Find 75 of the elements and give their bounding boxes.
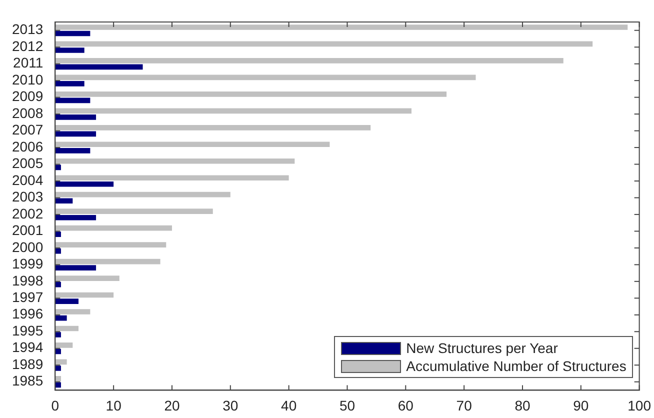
x-tick-label: 20 xyxy=(164,397,180,414)
bar xyxy=(55,366,61,371)
bar xyxy=(55,198,73,204)
y-tick-label: 2002 xyxy=(12,205,44,222)
bar xyxy=(55,41,593,47)
y-tick-label: 1998 xyxy=(12,272,44,288)
y-tick-label: 2004 xyxy=(12,172,44,188)
bar xyxy=(55,142,330,148)
x-tick-label: 60 xyxy=(398,397,414,414)
y-tick-label: 2007 xyxy=(12,122,44,138)
bar xyxy=(55,265,96,270)
y-tick-label: 2012 xyxy=(12,38,44,54)
bar xyxy=(55,309,90,314)
y-tick-label: 2006 xyxy=(12,138,44,154)
y-tick-label: 2003 xyxy=(12,188,44,205)
bar xyxy=(55,58,564,64)
y-tick-label: 2008 xyxy=(12,104,44,121)
bar xyxy=(55,131,96,137)
bar xyxy=(55,242,166,248)
legend-label: Accumulative Number of Structures xyxy=(406,357,626,376)
y-tick-label: 2011 xyxy=(13,54,44,71)
bar xyxy=(55,108,412,114)
bar xyxy=(55,181,114,187)
bar xyxy=(55,175,289,181)
x-tick-label: 100 xyxy=(628,397,652,414)
y-tick-label: 2013 xyxy=(12,21,44,38)
bar xyxy=(55,81,84,86)
bar xyxy=(55,30,90,36)
bar xyxy=(55,214,96,220)
x-tick-label: 90 xyxy=(573,397,589,414)
bar xyxy=(55,332,61,338)
y-tick-label: 1999 xyxy=(12,256,44,272)
y-tick-label: 2010 xyxy=(12,71,44,88)
x-tick-label: 70 xyxy=(456,397,472,414)
y-tick-label: 1997 xyxy=(12,289,44,306)
y-tick-label: 1996 xyxy=(12,306,44,322)
bar xyxy=(55,74,476,80)
bar xyxy=(55,232,61,238)
bar xyxy=(55,292,114,298)
x-tick-label: 40 xyxy=(281,397,297,414)
y-tick-label: 2009 xyxy=(12,88,44,104)
bar xyxy=(55,298,79,304)
bar xyxy=(55,192,230,198)
bar xyxy=(55,359,67,365)
y-tick-label: 1995 xyxy=(12,322,44,338)
bar xyxy=(55,164,61,170)
bar xyxy=(55,315,67,321)
y-tick-label: 2000 xyxy=(12,238,44,255)
x-tick-label: 50 xyxy=(339,397,356,414)
y-tick-label: 2001 xyxy=(12,222,44,238)
legend-label: New Structures per Year xyxy=(406,339,558,358)
bar xyxy=(55,24,628,30)
bar xyxy=(55,342,73,348)
y-tick-label: 1994 xyxy=(12,339,44,356)
bar xyxy=(55,64,143,70)
y-tick-label: 1985 xyxy=(12,372,44,389)
bar xyxy=(55,258,160,264)
bar xyxy=(55,208,213,214)
bar xyxy=(55,98,90,104)
bar xyxy=(55,225,172,231)
bar xyxy=(55,92,447,97)
y-tick-label: 2005 xyxy=(12,155,44,172)
bar xyxy=(55,158,295,164)
bar xyxy=(55,148,90,154)
bar xyxy=(55,326,79,332)
x-tick-label: 10 xyxy=(106,397,122,414)
bar xyxy=(55,276,120,281)
bar xyxy=(55,376,61,382)
bar xyxy=(55,124,371,130)
y-tick-label: 1989 xyxy=(12,356,44,372)
bar xyxy=(55,114,96,120)
x-tick-label: 30 xyxy=(222,397,238,414)
x-tick-label: 80 xyxy=(514,397,530,414)
x-tick-label: 0 xyxy=(51,397,60,414)
bar xyxy=(55,48,84,53)
